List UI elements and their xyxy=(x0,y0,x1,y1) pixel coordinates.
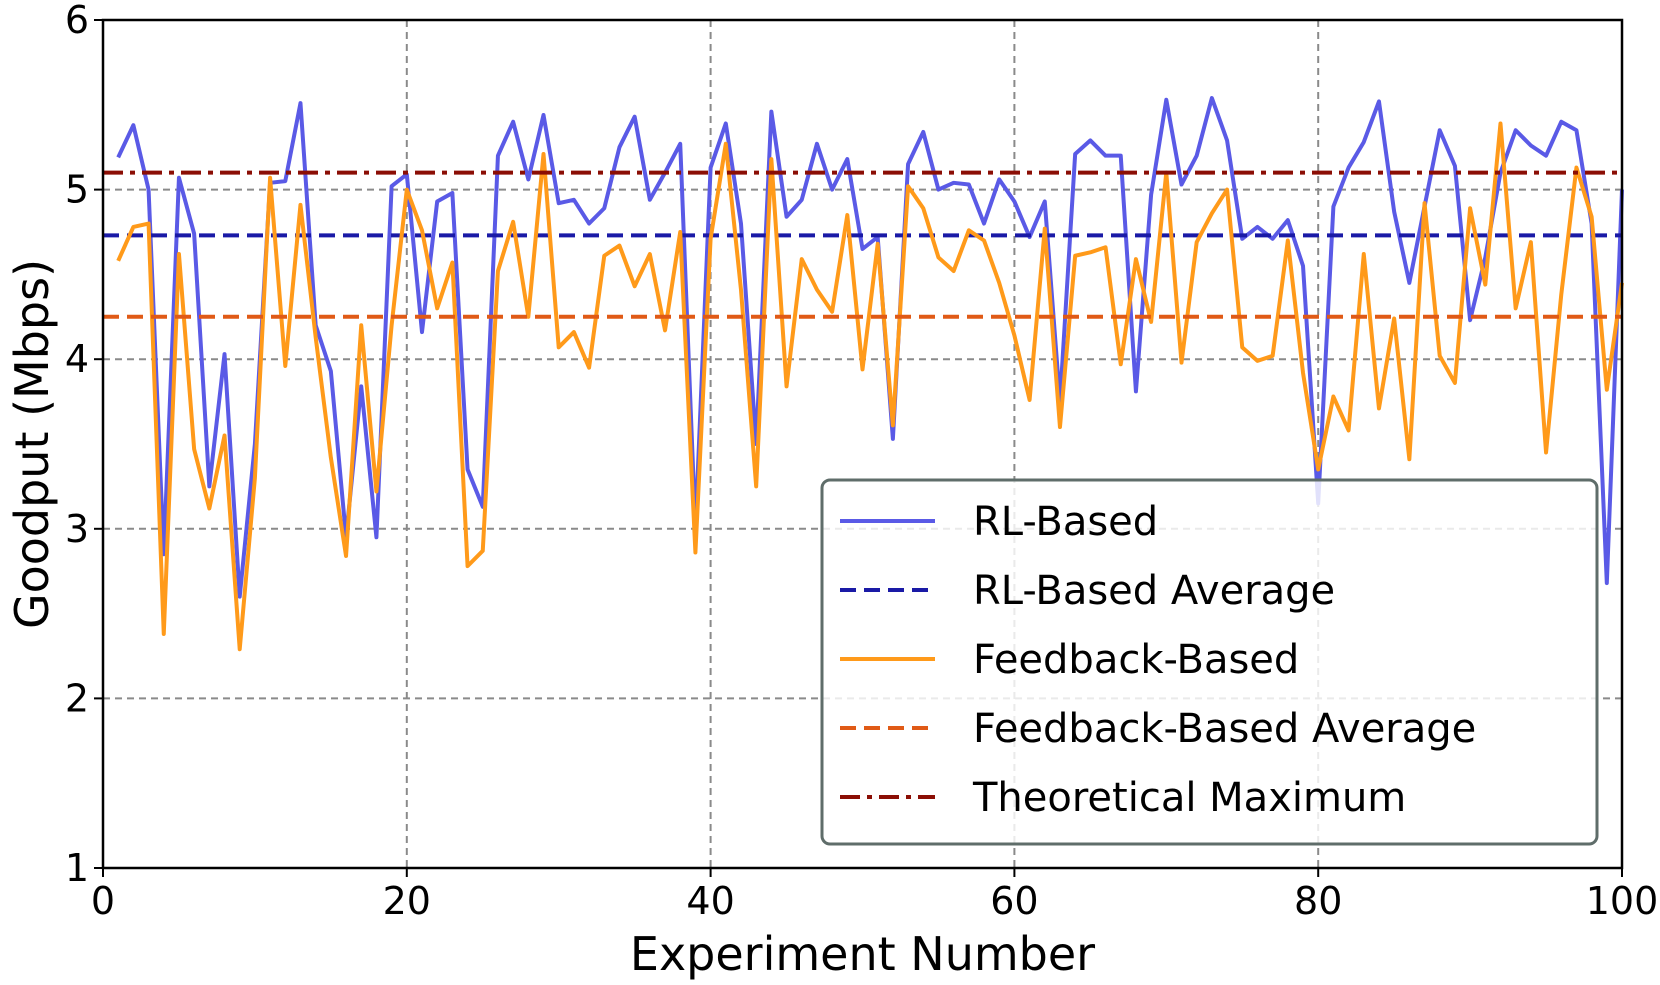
x-axis-title: Experiment Number xyxy=(630,927,1095,981)
x-tick-label: 60 xyxy=(990,879,1038,923)
x-tick-label: 100 xyxy=(1586,879,1659,923)
series-rl-based xyxy=(116,96,1624,599)
legend-label: Theoretical Maximum xyxy=(972,775,1406,821)
axis-ticks: 0 20 40 60 80 100 1 2 3 4 5 6 xyxy=(65,0,1658,923)
legend-label: RL-Based Average xyxy=(973,568,1335,614)
data-lines xyxy=(103,96,1624,652)
plot-frame xyxy=(101,18,1624,870)
legend-box xyxy=(820,478,1599,846)
y-tick-label: 1 xyxy=(65,846,89,890)
y-tick-label: 4 xyxy=(65,337,89,381)
legend-label: RL-Based xyxy=(973,499,1158,545)
legend-label: Feedback-Based xyxy=(973,637,1299,683)
y-tick-label: 5 xyxy=(65,168,89,212)
legend-label: Feedback-Based Average xyxy=(973,706,1476,752)
x-tick-label: 0 xyxy=(91,879,115,923)
x-tick-label: 40 xyxy=(686,879,734,923)
y-tick-label: 6 xyxy=(65,0,89,42)
legend: RL-Based RL-Based Average Feedback-Based Fe… xyxy=(820,478,1599,846)
series-feedback-based xyxy=(116,121,1624,652)
x-tick-label: 20 xyxy=(383,879,431,923)
x-tick-label: 80 xyxy=(1294,879,1342,923)
y-tick-label: 3 xyxy=(65,507,89,551)
y-tick-label: 2 xyxy=(65,676,89,720)
y-axis-title: Goodput (Mbps) xyxy=(5,259,59,629)
